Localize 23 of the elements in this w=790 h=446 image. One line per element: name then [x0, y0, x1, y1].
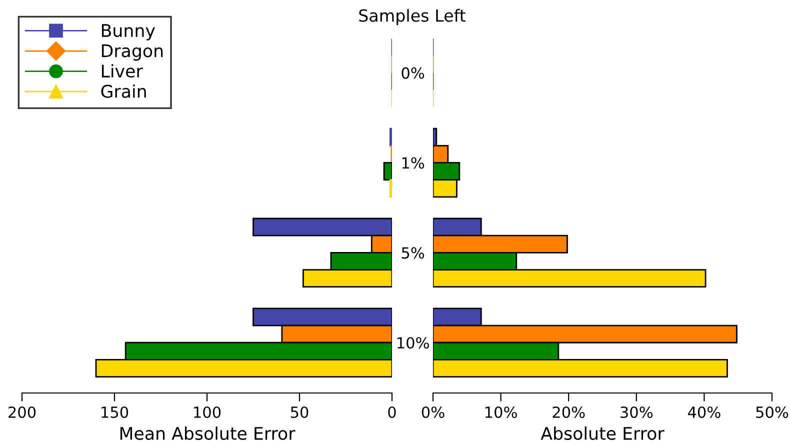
x-tick-label: 50%: [756, 406, 788, 418]
y-tick-label: 0%: [402, 67, 424, 79]
x-tick-label: 0%: [422, 406, 444, 418]
x-tick-label: 30%: [620, 406, 653, 418]
chart-title: Samples Left: [359, 8, 466, 26]
x-tick-label: 150: [102, 406, 128, 418]
x-axis-title: Absolute Error: [540, 426, 664, 440]
bar: [383, 162, 392, 181]
legend-label: Bunny: [102, 24, 155, 40]
x-tick-label: 20%: [552, 406, 585, 418]
legend-label: Liver: [102, 64, 143, 78]
y-tick-label: 5%: [402, 247, 424, 259]
x-tick-label: 10%: [486, 406, 517, 418]
x-axis-title: Mean Absolute Error: [120, 426, 296, 440]
y-tick-label: 10%: [398, 337, 429, 349]
x-tick-label: 200: [8, 406, 36, 418]
legend-label: Dragon: [102, 44, 163, 61]
y-tick-label: 1%: [402, 157, 424, 169]
x-tick-label: 40%: [688, 406, 720, 418]
x-tick-label: 0: [388, 406, 396, 418]
x-tick-label: 50: [290, 406, 308, 418]
legend-label: Grain: [101, 84, 146, 98]
x-tick-label: 100: [194, 406, 221, 418]
